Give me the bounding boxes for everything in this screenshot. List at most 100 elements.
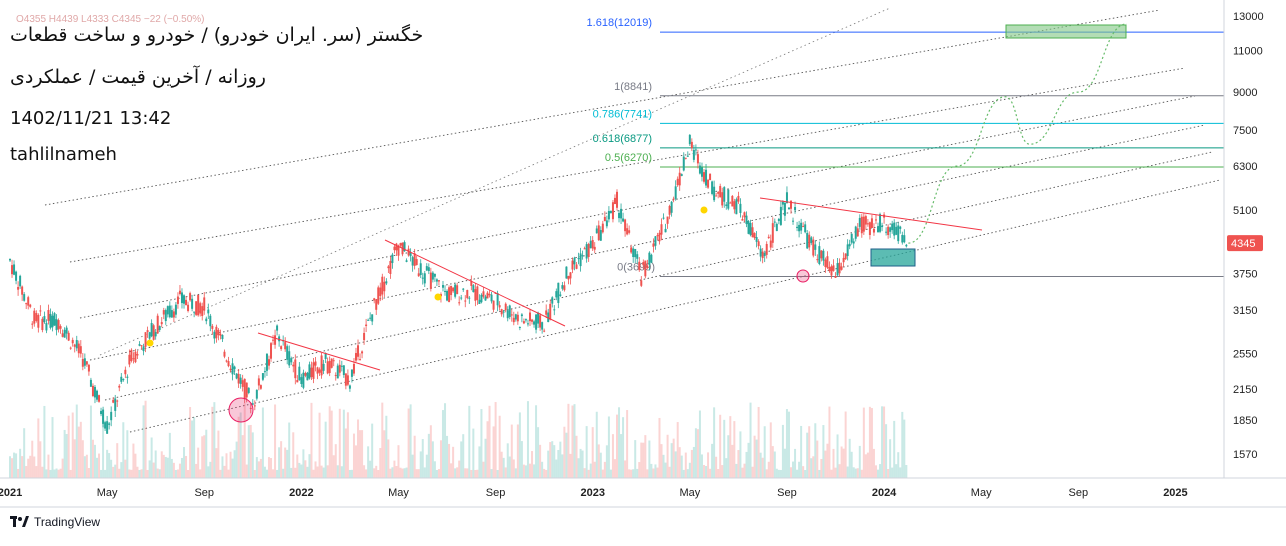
volume-bar <box>569 453 572 478</box>
volume-bar <box>379 448 382 478</box>
fib-level-label-1: 1(8841) <box>614 81 652 93</box>
time-axis[interactable]: 2021 May Sep 2022 May Sep 2023 May Sep 2024 May Sep… <box>0 487 1188 499</box>
candle-body <box>765 243 768 255</box>
tradingview-brand[interactable]: TradingView <box>10 515 100 529</box>
volume-bar <box>191 420 194 478</box>
volume-bar <box>686 469 689 478</box>
candle-body <box>205 318 208 322</box>
candle-body <box>893 222 896 236</box>
volume-bar <box>551 441 554 478</box>
volume-bar <box>672 438 675 478</box>
volume-bar <box>826 443 829 478</box>
volume-bar <box>597 444 600 478</box>
candle-body <box>191 298 194 309</box>
candle-body <box>616 191 618 208</box>
volume-bar <box>601 469 604 478</box>
volume-bar <box>638 462 641 478</box>
volume-bar <box>522 464 525 478</box>
volume-bar <box>255 457 258 478</box>
candle-body <box>761 251 764 259</box>
volume-bar <box>595 411 598 478</box>
volume-bar <box>280 441 283 478</box>
candle-body <box>466 290 469 299</box>
time-tick-5: Sep <box>486 487 506 499</box>
candle-body <box>860 216 863 234</box>
trendlines[interactable] <box>257 197 983 371</box>
candle-body <box>102 409 105 424</box>
volume-bar <box>116 443 119 478</box>
price-tick-6: 3750 <box>1233 269 1257 281</box>
marker-dot-2 <box>700 206 708 214</box>
volume-bar <box>209 461 212 478</box>
target-zone-box[interactable] <box>1005 24 1127 39</box>
volume-bar <box>15 453 18 478</box>
candle-body <box>176 296 179 304</box>
resistance-trendline-1[interactable] <box>384 239 566 327</box>
candle-body <box>421 277 424 279</box>
volume-bar <box>158 469 161 478</box>
forecast-projection[interactable] <box>908 23 1127 244</box>
price-tick-3: 7500 <box>1233 125 1257 137</box>
price-axis[interactable]: 13000 11000 9000 7500 6300 5100 3750 3150 2550 21… <box>0 0 1286 508</box>
volume-bar <box>367 446 370 478</box>
volume-bar <box>170 458 173 478</box>
volume-bar <box>779 469 782 478</box>
last-price-tag <box>1227 235 1263 252</box>
price-tick-4: 6300 <box>1233 161 1257 173</box>
candle-body <box>348 385 351 389</box>
volume-bar <box>423 467 426 478</box>
volume-bar <box>705 465 708 478</box>
candle-body <box>104 422 107 429</box>
candle-body <box>458 302 461 304</box>
candle-body <box>528 312 531 322</box>
candle-body <box>187 304 190 311</box>
candle-body <box>543 330 546 332</box>
candle-body <box>120 376 123 382</box>
annotations[interactable] <box>146 24 1127 423</box>
low-highlight-circle[interactable] <box>796 269 810 283</box>
candle-body <box>814 244 817 250</box>
candle-body <box>601 223 604 233</box>
volume-bar <box>613 459 616 478</box>
candle-body <box>707 179 710 188</box>
resistance-trendline-2[interactable] <box>759 197 983 231</box>
volume-bar <box>73 439 76 478</box>
candle-body <box>822 250 825 261</box>
candle-body <box>106 421 109 434</box>
volume-bar <box>199 469 202 478</box>
candle-body <box>199 303 202 314</box>
volume-bar <box>344 428 347 478</box>
volume-bar <box>735 463 738 478</box>
volume-bar <box>219 469 222 478</box>
candle-body <box>703 172 706 182</box>
candle-body <box>733 201 736 210</box>
candle-body <box>306 372 309 381</box>
volume-bar <box>814 423 817 478</box>
candle-body <box>741 219 744 221</box>
candle-body <box>156 315 159 334</box>
volume-bar <box>858 445 861 478</box>
candle-body <box>83 358 86 366</box>
price-tick-8: 2550 <box>1233 349 1257 361</box>
candle-body <box>828 266 831 272</box>
bottom-highlight-circle[interactable] <box>228 397 254 423</box>
candle-body <box>899 226 902 229</box>
candle-body <box>620 208 623 219</box>
resistance-trendline-0[interactable] <box>257 332 381 371</box>
candle-body <box>399 243 402 246</box>
support-zone-box[interactable] <box>870 248 916 267</box>
candle-body <box>237 373 240 384</box>
fibonacci-levels[interactable]: 1.618(12019) 1(8841) 0.786(7741) 0.618(6877… <box>587 17 1224 277</box>
volume-bar <box>526 401 529 478</box>
candle-body <box>488 294 491 296</box>
volume-bar <box>518 412 521 478</box>
candle-body <box>298 366 301 381</box>
volume-bar <box>796 469 799 478</box>
candle-body <box>804 224 807 233</box>
forecast-path[interactable] <box>908 23 1127 244</box>
candle-body <box>684 157 687 159</box>
volume-bar <box>229 451 232 478</box>
candle-body <box>792 220 795 222</box>
